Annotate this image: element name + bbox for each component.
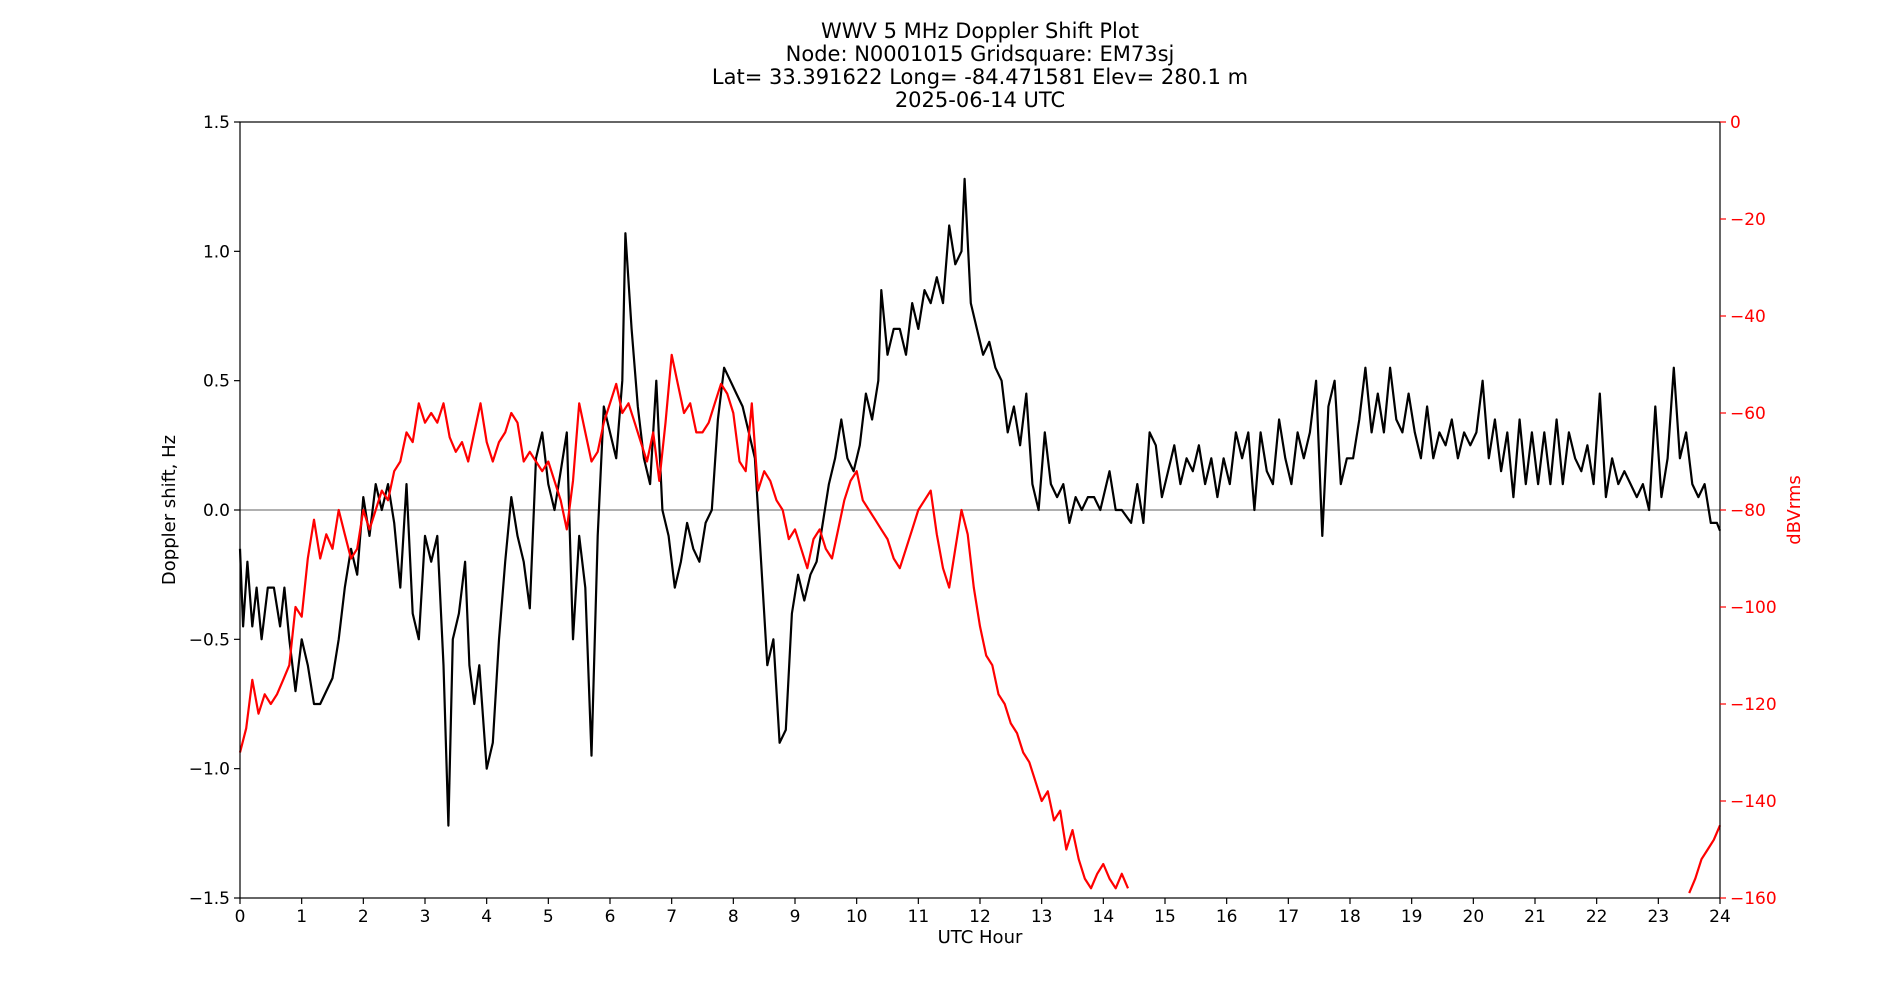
y-tick-label: 0.5 [203, 372, 230, 392]
x-tick-label: 0 [235, 907, 246, 927]
x-tick-label: 8 [728, 907, 739, 927]
x-tick-label: 13 [1031, 907, 1053, 927]
y2-tick-label: −100 [1730, 598, 1777, 618]
y-axis-label: Doppler shift, Hz [159, 435, 180, 585]
x-tick-label: 22 [1586, 907, 1608, 927]
x-tick-label: 15 [1154, 907, 1176, 927]
y-tick-label: 0.0 [203, 501, 230, 521]
x-tick-label: 19 [1401, 907, 1423, 927]
x-tick-label: 4 [481, 907, 492, 927]
title-line-3: Lat= 33.391622 Long= -84.471581 Elev= 28… [712, 65, 1248, 89]
title-line-1: WWV 5 MHz Doppler Shift Plot [821, 19, 1139, 43]
x-axis: 0 1 2 3 4 5 6 7 8 9 10 11 12 13 14 15 16 17 18 19 20 21 22 23 24 [235, 898, 1731, 927]
x-tick-label: 21 [1524, 907, 1546, 927]
x-tick-label: 3 [420, 907, 431, 927]
y2-tick-label: −20 [1730, 210, 1766, 230]
x-tick-label: 17 [1278, 907, 1300, 927]
y2-tick-label: −80 [1730, 501, 1766, 521]
y2-tick-label: 0 [1730, 113, 1741, 133]
x-tick-label: 24 [1709, 907, 1731, 927]
y2-axis-label: dBVrms [1784, 475, 1805, 545]
x-tick-label: 9 [790, 907, 801, 927]
x-tick-label: 1 [296, 907, 307, 927]
x-tick-label: 18 [1339, 907, 1361, 927]
y-tick-label: −1.0 [189, 760, 230, 780]
y2-tick-label: −140 [1730, 792, 1777, 812]
y-axis-right: −160 −140 −120 −100 −80 −60 −40 −20 0 [1720, 113, 1777, 909]
x-tick-label: 2 [358, 907, 369, 927]
y2-tick-label: −60 [1730, 404, 1766, 424]
y-tick-label: −0.5 [189, 630, 230, 650]
x-tick-label: 11 [908, 907, 930, 927]
y2-tick-label: −40 [1730, 307, 1766, 327]
power-series-line-1 [238, 353, 1130, 890]
chart-title: WWV 5 MHz Doppler Shift Plot Node: N0001… [712, 19, 1248, 112]
x-axis-label: UTC Hour [938, 927, 1023, 948]
x-tick-label: 14 [1093, 907, 1115, 927]
x-tick-label: 16 [1216, 907, 1238, 927]
x-tick-label: 12 [969, 907, 991, 927]
y-axis-left: −1.5 −1.0 −0.5 0.0 0.5 1.0 1.5 [189, 113, 240, 909]
y2-tick-label: −120 [1730, 695, 1777, 715]
y-tick-label: −1.5 [189, 889, 230, 909]
y2-tick-label: −160 [1730, 889, 1777, 909]
series-layer [238, 177, 1722, 894]
y-tick-label: 1.0 [203, 242, 230, 262]
y-tick-label: 1.5 [203, 113, 230, 133]
x-tick-label: 7 [666, 907, 677, 927]
power-series-line-2 [1688, 824, 1722, 894]
title-line-4: 2025-06-14 UTC [895, 88, 1065, 112]
x-tick-label: 20 [1463, 907, 1485, 927]
x-tick-label: 10 [846, 907, 868, 927]
x-tick-label: 5 [543, 907, 554, 927]
title-line-2: Node: N0001015 Gridsquare: EM73sj [786, 42, 1175, 66]
doppler-series-line-0 [238, 177, 1722, 827]
x-tick-label: 23 [1648, 907, 1670, 927]
x-tick-label: 6 [605, 907, 616, 927]
